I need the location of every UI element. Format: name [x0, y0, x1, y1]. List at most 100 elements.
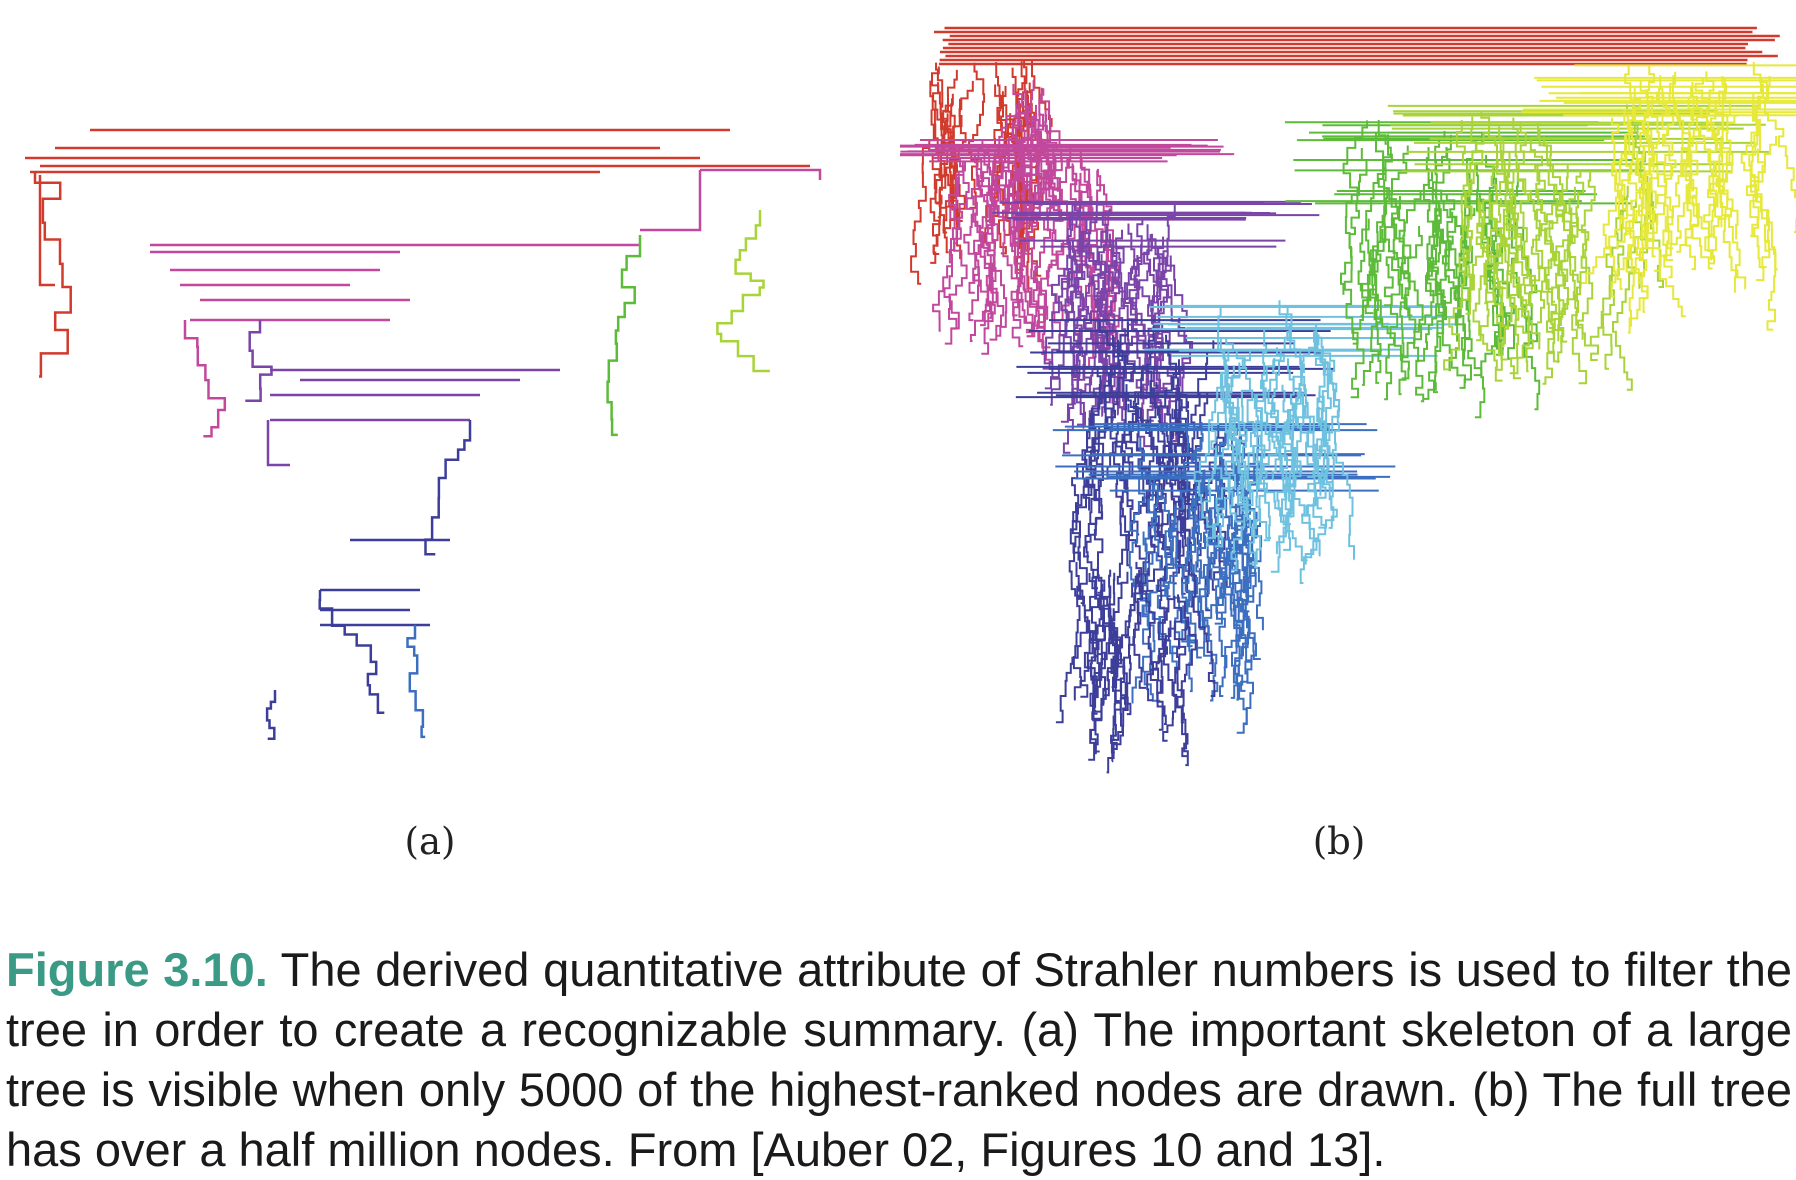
tree-edge	[1217, 307, 1244, 486]
tree-edge	[1129, 432, 1163, 592]
tree-edge	[1498, 135, 1523, 328]
tree-edge	[1602, 106, 1634, 298]
tree-edge	[930, 113, 953, 264]
tree-edge	[1340, 120, 1369, 295]
tree-visualization-b	[900, 26, 1796, 774]
tree-edge	[1193, 371, 1224, 548]
tree-edge	[1718, 75, 1739, 240]
tree-edge	[1100, 250, 1126, 431]
tree-edge	[1162, 619, 1188, 742]
caption-text: The derived quantitative attribute of St…	[6, 943, 1792, 1176]
tree-edge	[943, 93, 956, 254]
tree-edge	[1024, 80, 1050, 187]
tree-edge	[1149, 565, 1168, 696]
tree-edge	[1538, 129, 1564, 303]
tree-visualization-a	[25, 128, 822, 740]
tree-edge	[1694, 76, 1723, 228]
tree-edge	[1184, 469, 1206, 648]
tree-edge	[1122, 576, 1144, 710]
tree-edge	[983, 163, 1007, 341]
tree-edge	[1360, 120, 1393, 317]
tree-edge	[1706, 119, 1747, 290]
tree-edge	[1472, 202, 1503, 382]
tree-edge	[1754, 136, 1778, 331]
tree-edge	[1034, 160, 1070, 330]
tree-edge	[38, 175, 55, 287]
tree-edge	[1072, 562, 1089, 698]
tree-edge	[932, 160, 970, 332]
tree-edge	[1255, 380, 1278, 542]
tree-edge	[1300, 405, 1327, 565]
tree-edge	[1214, 362, 1241, 548]
tree-edge	[1495, 189, 1517, 371]
tree-edge	[266, 418, 470, 467]
tree-edge	[1502, 200, 1534, 373]
tree-edge	[1638, 113, 1659, 278]
tree-edge	[1089, 571, 1129, 715]
tree-edge	[265, 690, 277, 740]
tree-edge	[1543, 186, 1578, 363]
tree-edge	[1705, 71, 1724, 261]
tree-edge	[1212, 365, 1239, 548]
tree-edge	[1443, 198, 1489, 371]
panel-label-b: (b)	[1312, 820, 1366, 863]
tree-edge	[183, 320, 227, 438]
tree-edge	[1080, 242, 1119, 413]
tree-edge	[1661, 88, 1674, 261]
tree-edge	[406, 625, 426, 739]
tree-edge	[1398, 196, 1417, 396]
tree-edge	[1501, 203, 1522, 380]
tree-edge	[150, 243, 640, 322]
tree-edge	[1067, 203, 1086, 391]
tree-edge	[424, 420, 472, 556]
tree-edge	[1390, 145, 1413, 317]
tree-edge	[1230, 389, 1255, 572]
tree-edge	[1413, 147, 1441, 333]
tree-edge	[1493, 126, 1516, 297]
tree-edge	[1055, 585, 1089, 724]
tree-edge	[1082, 321, 1120, 511]
tree-edge	[1366, 186, 1403, 361]
tree-edge	[1179, 479, 1208, 649]
tree-edge	[1426, 207, 1466, 385]
tree-edge	[1504, 151, 1546, 324]
tree-edge	[270, 368, 560, 397]
tree-edge	[716, 210, 770, 373]
tree-edge	[1577, 171, 1596, 340]
tree-edge	[1494, 122, 1527, 290]
tree-edge	[1128, 437, 1153, 613]
tree-edge	[968, 62, 986, 209]
tree-edge	[1224, 349, 1247, 512]
tree-edge	[640, 168, 822, 232]
tree-edge	[1422, 219, 1444, 400]
tree-edge	[1014, 155, 1033, 334]
tree-edge	[1499, 198, 1530, 375]
tree-edge	[944, 160, 968, 345]
tree-edge	[1067, 263, 1086, 429]
tree-edge	[1193, 438, 1213, 629]
tree-edge	[1289, 399, 1318, 584]
tree-edge	[1427, 130, 1450, 299]
tree-edge	[1271, 347, 1293, 519]
tree-edge	[1668, 71, 1713, 236]
tree-edge	[953, 80, 974, 222]
tree-edge	[1110, 608, 1129, 754]
tree-edge	[1237, 350, 1255, 527]
tree-edge	[1240, 517, 1257, 692]
tree-edge	[1140, 475, 1177, 655]
tree-edge	[1314, 334, 1341, 490]
tree-edge	[1044, 204, 1088, 390]
tree-edge	[1177, 412, 1199, 594]
tree-edge	[1581, 109, 1630, 284]
tree-edge	[1512, 117, 1544, 307]
tree-edge	[1553, 184, 1572, 364]
tree-edge	[1123, 217, 1153, 395]
tree-edge	[1315, 324, 1340, 496]
panel-label-a: (a)	[404, 820, 456, 863]
tree-edge	[1094, 585, 1132, 716]
tree-edge	[1455, 120, 1474, 315]
tree-edge	[1575, 170, 1593, 347]
tree-edge	[910, 109, 937, 285]
tree-edge	[1188, 561, 1216, 697]
tree-edge	[942, 69, 958, 226]
